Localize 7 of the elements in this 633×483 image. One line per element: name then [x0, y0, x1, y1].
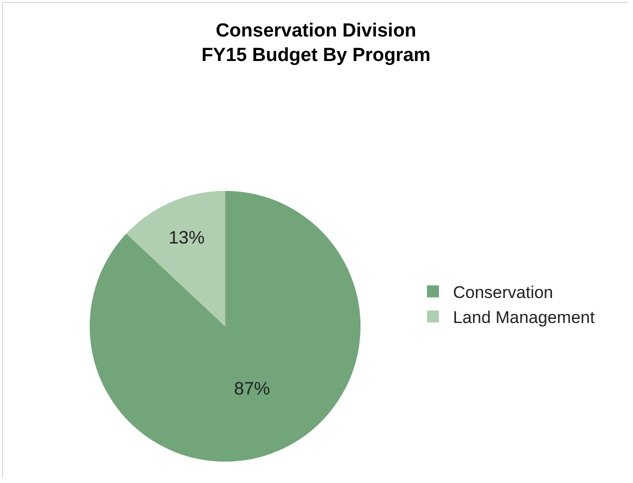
pie-slice	[126, 190, 226, 326]
legend-label: Land Management	[452, 308, 596, 328]
data-label: 87%	[234, 378, 270, 398]
legend-label: Conservation	[452, 282, 554, 302]
data-label: 13%	[168, 227, 205, 248]
chart-title: Conservation Division FY15 Budget By Program	[201, 20, 431, 66]
pie-slice	[90, 190, 360, 462]
